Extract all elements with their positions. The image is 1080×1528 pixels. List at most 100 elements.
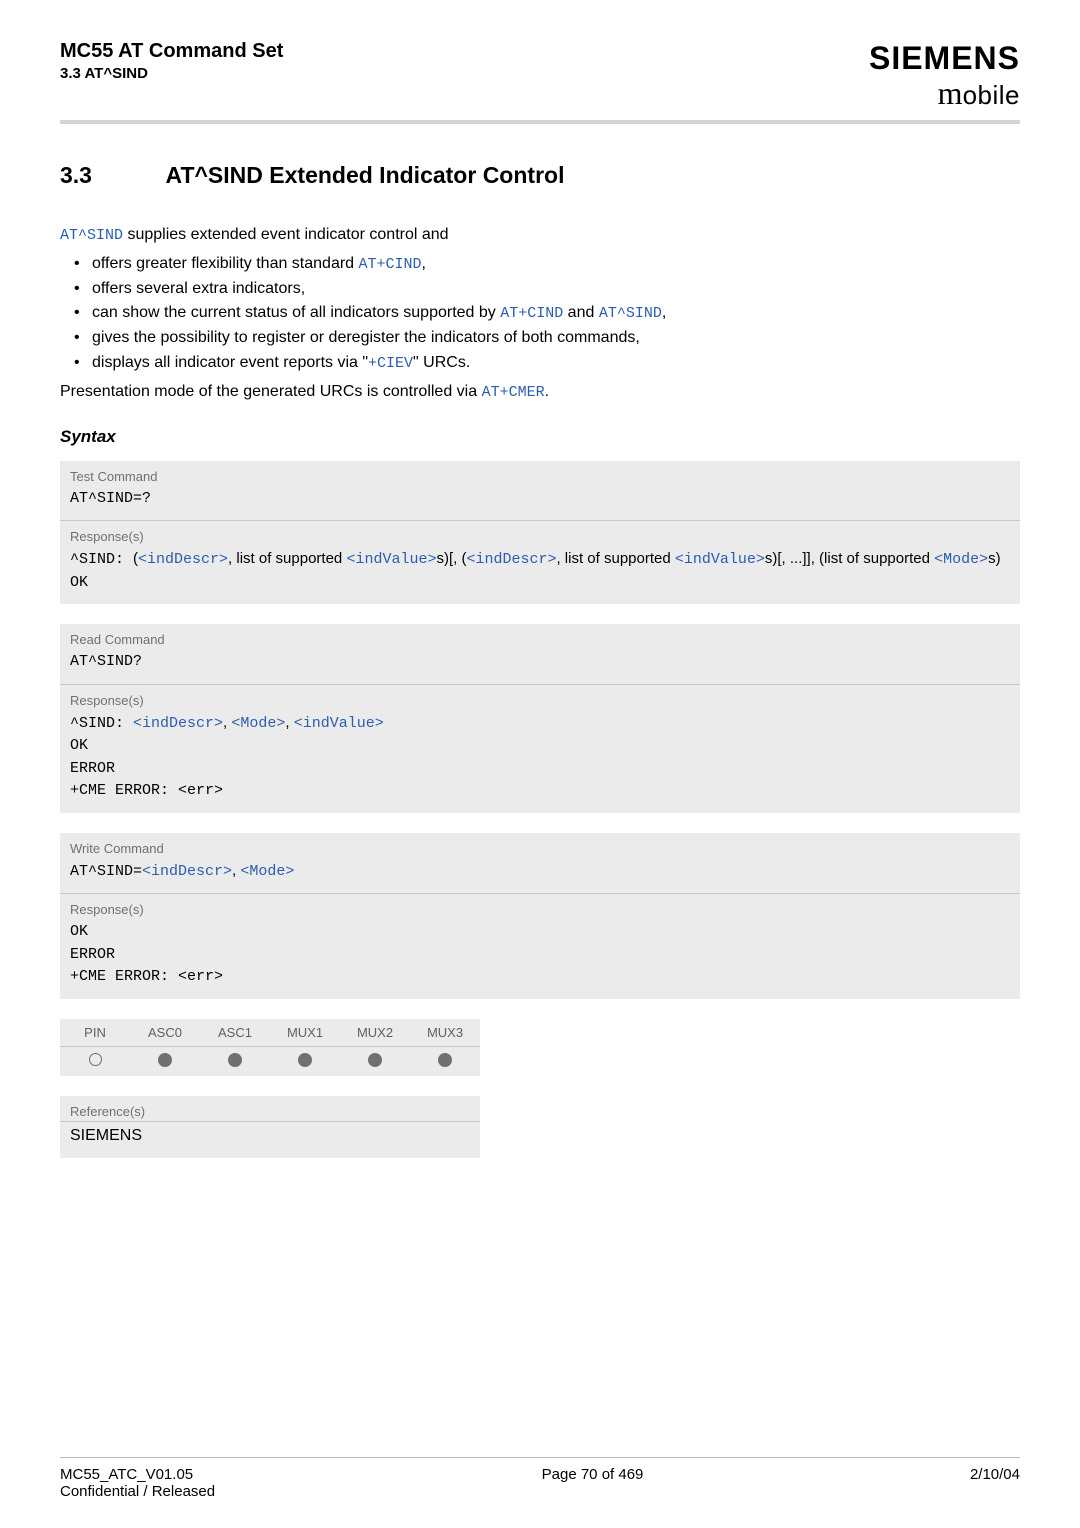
write-ok: OK (70, 921, 1010, 944)
section-number: 3.3 (60, 162, 160, 189)
test-mode: <Mode> (934, 551, 988, 568)
col-mux3: MUX3 (410, 1019, 480, 1046)
dot-empty-icon (89, 1053, 102, 1066)
intro-tail: supplies extended event indicator contro… (123, 226, 449, 243)
write-resp: OK ERROR +CME ERROR: <err> (60, 919, 1020, 999)
dot-cell-2 (200, 1047, 270, 1076)
intro-bullets: offers greater flexibility than standard… (74, 252, 1020, 376)
bullet-3: can show the current status of all indic… (74, 301, 1020, 326)
bullet-3-mid: and (563, 304, 599, 321)
page-footer: MC55_ATC_V01.05 Confidential / Released … (60, 1457, 1020, 1500)
bullet-4-text: gives the possibility to register or der… (92, 329, 640, 346)
reference-block: Reference(s) SIEMENS (60, 1096, 480, 1158)
doc-title: MC55 AT Command Set (60, 40, 283, 63)
bullet-3-post: , (662, 304, 666, 321)
dot-filled-icon (438, 1053, 452, 1067)
mobile-logo: mobile (869, 75, 1020, 112)
mobile-logo-rest: obile (963, 80, 1020, 110)
dot-cell-1 (130, 1047, 200, 1076)
bullet-5: displays all indicator event reports via… (74, 351, 1020, 376)
bullet-5-post: " URCs. (413, 354, 470, 371)
test-ok: OK (70, 572, 1010, 595)
dot-filled-icon (158, 1053, 172, 1067)
read-cme: +CME ERROR: <err> (70, 780, 1010, 803)
bullet-5-code: +CIEV (368, 355, 413, 372)
test-txt5: s) (988, 550, 1001, 567)
read-indval: <indValue> (294, 715, 384, 732)
bullet-1: offers greater flexibility than standard… (74, 252, 1020, 277)
footer-confidential: Confidential / Released (60, 1483, 215, 1500)
section-title: AT^SIND Extended Indicator Control (166, 162, 565, 188)
footer-left: MC55_ATC_V01.05 Confidential / Released (60, 1466, 215, 1500)
interface-dots-row (60, 1047, 480, 1076)
read-command-block: Read Command AT^SIND? Response(s) ^SIND:… (60, 624, 1020, 813)
syntax-heading: Syntax (60, 427, 1020, 447)
bullet-4: gives the possibility to register or der… (74, 326, 1020, 351)
tail-pre: Presentation mode of the generated URCs … (60, 383, 482, 400)
footer-right: 2/10/04 (970, 1466, 1020, 1500)
write-resp-label: Response(s) (60, 894, 1020, 919)
code-atsind: AT^SIND (60, 227, 123, 244)
bullet-2: offers several extra indicators, (74, 277, 1020, 302)
read-resp-label: Response(s) (60, 685, 1020, 710)
col-pin: PIN (60, 1019, 130, 1046)
read-prefix: ^SIND: (70, 715, 133, 732)
read-error: ERROR (70, 758, 1010, 781)
test-inddescr2: <indDescr> (466, 551, 556, 568)
bullet-3-code1: AT+CIND (500, 305, 563, 322)
write-label: Write Command (60, 833, 1020, 858)
dot-cell-3 (270, 1047, 340, 1076)
read-mode: <Mode> (231, 715, 285, 732)
footer-center: Page 70 of 469 (542, 1466, 644, 1500)
bullet-3-code2: AT^SIND (599, 305, 662, 322)
footer-version: MC55_ATC_V01.05 (60, 1466, 215, 1483)
write-inddescr: <indDescr> (142, 863, 232, 880)
interface-header-row: PIN ASC0 ASC1 MUX1 MUX2 MUX3 (60, 1019, 480, 1046)
dot-filled-icon (368, 1053, 382, 1067)
test-resp: ^SIND: (<indDescr>, list of supported <i… (60, 546, 1020, 604)
test-indval2: <indValue> (675, 551, 765, 568)
intro-text: AT^SIND supplies extended event indicato… (60, 223, 1020, 248)
read-cmd: AT^SIND? (60, 649, 1020, 684)
test-label: Test Command (60, 461, 1020, 486)
doc-subtitle: 3.3 AT^SIND (60, 65, 283, 82)
read-ok: OK (70, 735, 1010, 758)
write-command-block: Write Command AT^SIND=<indDescr>, <Mode>… (60, 833, 1020, 999)
tail-code: AT+CMER (482, 384, 545, 401)
page-header: MC55 AT Command Set 3.3 AT^SIND SIEMENS … (60, 40, 1020, 124)
test-command-block: Test Command AT^SIND=? Response(s) ^SIND… (60, 461, 1020, 605)
test-indval1: <indValue> (346, 551, 436, 568)
test-txt4: s)[, ...]], (list of supported (765, 550, 934, 567)
test-inddescr1: <indDescr> (138, 551, 228, 568)
test-resp-label: Response(s) (60, 521, 1020, 546)
write-cme: +CME ERROR: <err> (70, 966, 1010, 989)
test-txt2: s)[, ( (436, 550, 466, 567)
test-txt3: , list of supported (556, 550, 674, 567)
read-resp: ^SIND: <indDescr>, <Mode>, <indValue> OK… (60, 710, 1020, 813)
read-c2: , (285, 714, 293, 731)
reference-label: Reference(s) (60, 1096, 480, 1121)
bullet-3-text: can show the current status of all indic… (92, 304, 500, 321)
header-right: SIEMENS mobile (869, 40, 1020, 112)
read-label: Read Command (60, 624, 1020, 649)
test-cmd: AT^SIND=? (60, 486, 1020, 521)
dot-filled-icon (228, 1053, 242, 1067)
write-mode: <Mode> (240, 863, 294, 880)
write-cmd-pre: AT^SIND= (70, 863, 142, 880)
col-asc0: ASC0 (130, 1019, 200, 1046)
bullet-1-post: , (422, 255, 426, 272)
test-txt1: , list of supported (228, 550, 346, 567)
interface-table: PIN ASC0 ASC1 MUX1 MUX2 MUX3 (60, 1019, 480, 1076)
read-inddescr: <indDescr> (133, 715, 223, 732)
tail-post: . (545, 383, 549, 400)
dot-filled-icon (298, 1053, 312, 1067)
intro-tail-line: Presentation mode of the generated URCs … (60, 380, 1020, 405)
col-mux2: MUX2 (340, 1019, 410, 1046)
header-left: MC55 AT Command Set 3.3 AT^SIND (60, 40, 283, 82)
reference-value: SIEMENS (60, 1122, 480, 1158)
section-heading: 3.3 AT^SIND Extended Indicator Control (60, 162, 1020, 189)
dot-cell-5 (410, 1047, 480, 1076)
write-error: ERROR (70, 944, 1010, 967)
dot-cell-0 (60, 1047, 130, 1076)
test-resp-prefix: ^SIND: (70, 551, 133, 568)
